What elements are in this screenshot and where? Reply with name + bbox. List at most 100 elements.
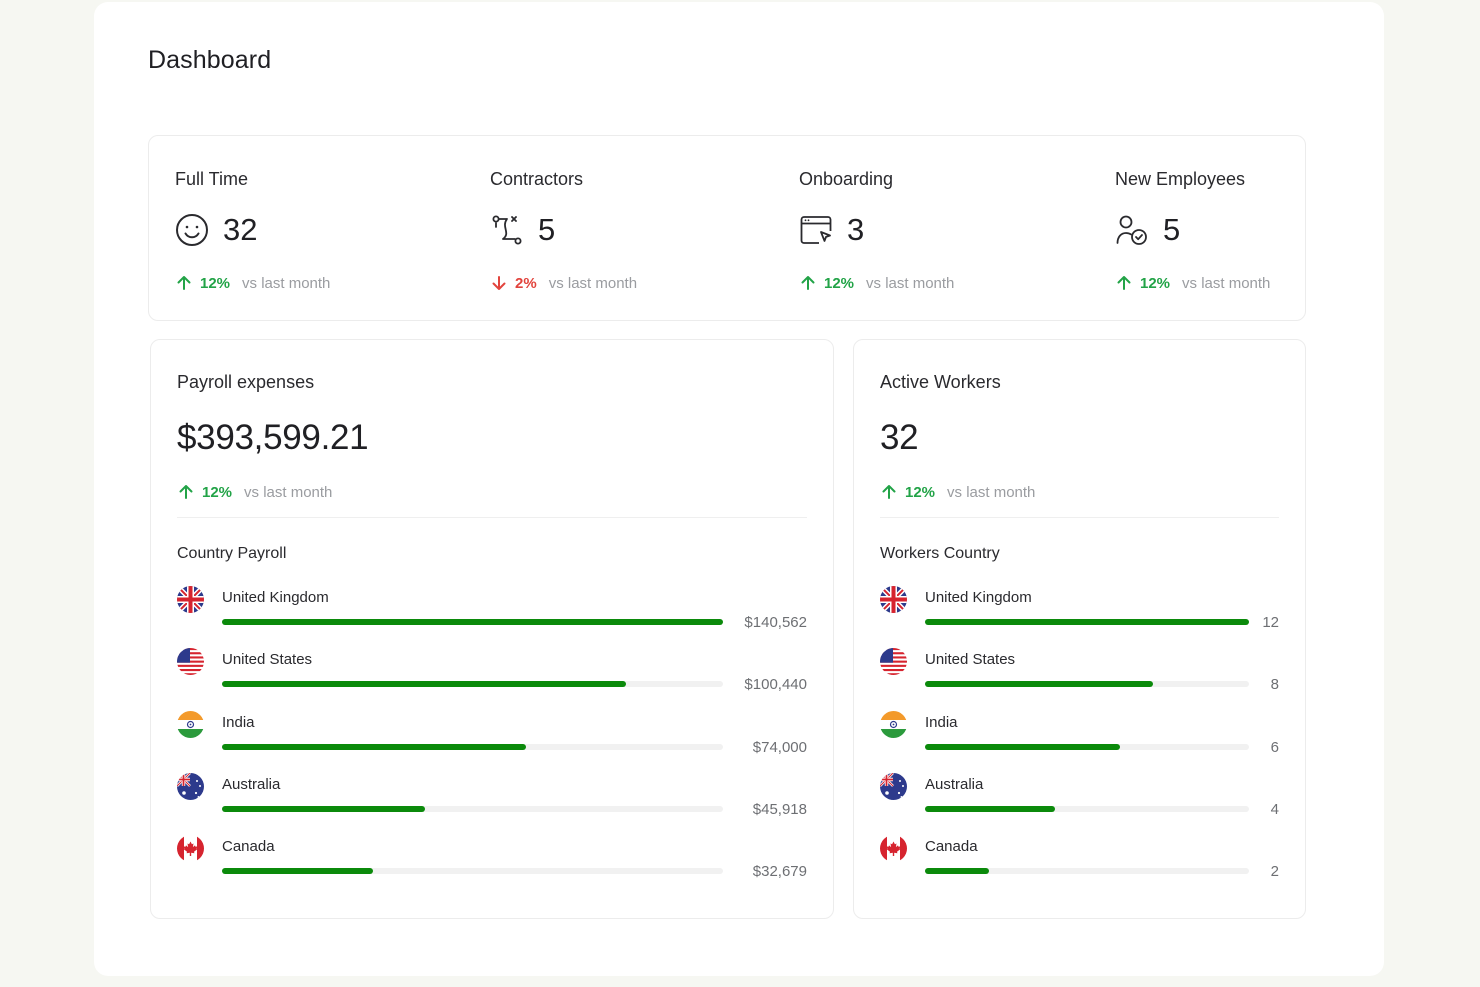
progress-bar (222, 619, 723, 625)
stat-label: Onboarding (799, 169, 894, 189)
country-row: United Kingdom $140,562 (177, 586, 807, 638)
trend-text: vs last month (1182, 274, 1271, 292)
country-row: United States $100,440 (177, 648, 807, 700)
country-name: United States (222, 651, 313, 669)
arrow-up-icon (880, 483, 898, 501)
trend-indicator: 12% vs last month (175, 274, 330, 292)
arrow-down-icon (490, 274, 508, 292)
progress-bar (222, 805, 425, 812)
list-title: Country Payroll (177, 545, 287, 562)
australia-flag-icon (880, 772, 907, 800)
progress-bar (925, 868, 990, 875)
list-title: Workers Country (880, 545, 1000, 562)
card-title: Payroll expenses (177, 372, 315, 392)
country-name: Australia (925, 775, 984, 793)
country-row: Canada 2 (880, 835, 1279, 887)
active-workers-card: Active Workers 32 12% vs last month Work… (853, 339, 1306, 919)
trend-text: vs last month (548, 274, 638, 292)
route-icon (490, 213, 524, 247)
trend-indicator: 12% vs last month (880, 483, 1035, 501)
country-amount: $74,000 (752, 738, 807, 756)
country-name: United States (925, 651, 1016, 669)
payroll-expenses-card: Payroll expenses $393,599.21 12% vs last… (150, 339, 834, 919)
trend-percent: 12% (200, 274, 231, 292)
trend-text: vs last month (866, 274, 955, 292)
country-name: India (222, 713, 255, 731)
arrow-up-icon (799, 274, 817, 292)
progress-track (925, 743, 1249, 750)
stat-label: Full Time (175, 169, 249, 189)
stat-value: 5 (538, 212, 556, 247)
stat-value: 5 (1163, 212, 1181, 247)
trend-percent: 2% (515, 274, 537, 292)
us-flag-icon (177, 648, 204, 676)
divider (177, 517, 807, 518)
progress-bar (925, 619, 1249, 625)
country-name: Australia (222, 775, 281, 793)
progress-bar (222, 681, 626, 688)
country-row: Australia $45,918 (177, 772, 807, 825)
progress-track (925, 619, 1249, 625)
uk-flag-icon (880, 586, 907, 613)
country-amount: 6 (1270, 738, 1279, 756)
country-name: United Kingdom (925, 589, 1032, 606)
progress-track (222, 805, 723, 812)
country-amount: $32,679 (752, 863, 807, 881)
smile-icon (175, 213, 209, 247)
progress-track (222, 619, 723, 625)
divider (880, 517, 1279, 518)
trend-indicator: 12% vs last month (177, 483, 332, 501)
country-amount: 12 (1262, 614, 1279, 631)
country-amount: $100,440 (744, 676, 807, 694)
arrow-up-icon (175, 274, 193, 292)
trend-percent: 12% (1140, 274, 1171, 292)
active-workers-count: 32 (880, 418, 919, 457)
trend-percent: 12% (905, 483, 936, 501)
progress-track (222, 868, 723, 875)
progress-track (925, 681, 1249, 688)
trend-text: vs last month (242, 274, 331, 292)
progress-track (925, 805, 1249, 812)
arrow-up-icon (177, 483, 195, 501)
country-row: India 6 (880, 710, 1279, 763)
trend-text: vs last month (947, 483, 1036, 501)
stat-label: New Employees (1115, 169, 1246, 189)
payroll-total: $393,599.21 (177, 418, 369, 457)
australia-flag-icon (177, 772, 204, 800)
country-name: Canada (925, 838, 978, 856)
progress-bar (222, 743, 527, 750)
progress-track (222, 743, 723, 750)
trend-percent: 12% (202, 483, 233, 501)
user-check-icon (1115, 213, 1149, 247)
trend-indicator: 12% vs last month (1115, 274, 1270, 292)
stat-label: Contractors (490, 169, 584, 189)
us-flag-icon (880, 648, 907, 676)
india-flag-icon (177, 710, 204, 738)
browser-cursor-icon (799, 213, 833, 247)
progress-track (925, 868, 1249, 875)
country-amount: $140,562 (744, 614, 807, 631)
trend-indicator: 2% vs last month (490, 274, 637, 292)
country-amount: 4 (1270, 800, 1279, 818)
stat-value: 32 (223, 212, 258, 247)
dashboard-page: Dashboard Full Time 32 12% vs last month… (94, 2, 1384, 976)
india-flag-icon (880, 710, 907, 738)
card-title: Active Workers (880, 372, 1001, 392)
country-name: Canada (222, 838, 275, 856)
arrow-up-icon (1115, 274, 1133, 292)
canada-flag-icon (880, 835, 907, 863)
country-name: India (925, 713, 958, 731)
progress-bar (925, 743, 1121, 750)
progress-bar (925, 681, 1154, 688)
country-amount: 8 (1270, 676, 1279, 694)
progress-track (222, 681, 723, 688)
canada-flag-icon (177, 835, 204, 863)
country-row: United Kingdom 12 (880, 586, 1279, 638)
country-amount: $45,918 (752, 800, 807, 818)
progress-bar (925, 805, 1055, 812)
trend-text: vs last month (244, 483, 333, 501)
country-amount: 2 (1270, 863, 1279, 881)
stat-value: 3 (847, 212, 865, 247)
country-row: Canada $32,679 (177, 835, 807, 887)
stats-card: Full Time 32 12% vs last month Contracto… (148, 135, 1306, 321)
